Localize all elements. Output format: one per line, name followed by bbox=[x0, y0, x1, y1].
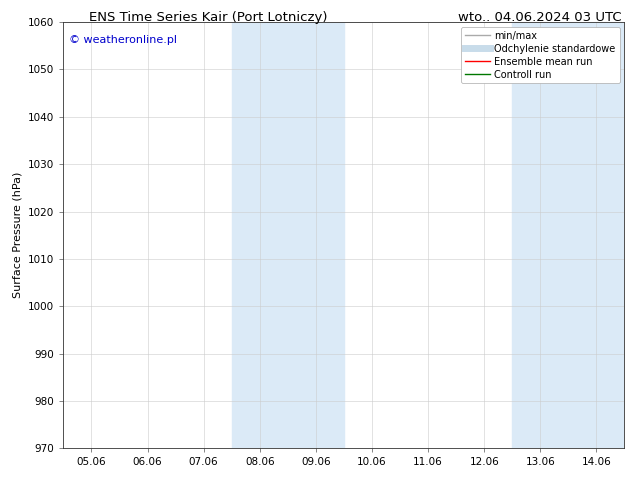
Y-axis label: Surface Pressure (hPa): Surface Pressure (hPa) bbox=[13, 172, 23, 298]
Text: wto.. 04.06.2024 03 UTC: wto.. 04.06.2024 03 UTC bbox=[458, 11, 621, 24]
Bar bbox=[512, 22, 624, 448]
Bar bbox=[232, 22, 344, 448]
Text: © weatheronline.pl: © weatheronline.pl bbox=[69, 35, 177, 45]
Legend: min/max, Odchylenie standardowe, Ensemble mean run, Controll run: min/max, Odchylenie standardowe, Ensembl… bbox=[462, 27, 619, 83]
Text: ENS Time Series Kair (Port Lotniczy): ENS Time Series Kair (Port Lotniczy) bbox=[89, 11, 327, 24]
